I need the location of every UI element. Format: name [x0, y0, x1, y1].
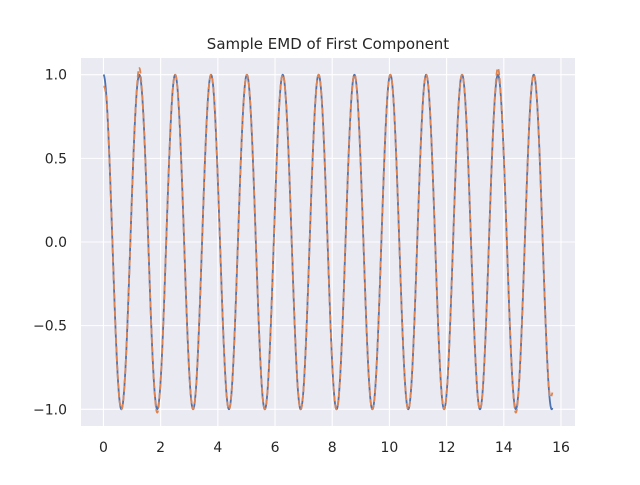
y-tick-label: −0.5 [33, 319, 67, 335]
y-tick-label: 0.5 [45, 151, 67, 167]
y-axis-ticks: −1.0 −0.5 0.0 0.5 1.0 [33, 68, 67, 419]
y-tick-label: −1.0 [33, 402, 67, 418]
x-tick-label: 10 [380, 440, 398, 456]
chart-title: Sample EMD of First Component [207, 35, 450, 53]
series-line-dashed [102, 67, 554, 414]
x-tick-label: 0 [99, 440, 108, 456]
x-tick-label: 6 [271, 440, 280, 456]
x-tick-label: 14 [495, 440, 513, 456]
series-layer [102, 67, 554, 414]
x-tick-label: 16 [552, 440, 570, 456]
x-tick-label: 8 [328, 440, 337, 456]
x-tick-label: 4 [213, 440, 222, 456]
y-tick-label: 0.0 [45, 235, 67, 251]
x-tick-label: 12 [438, 440, 456, 456]
x-axis-ticks: 0 2 4 6 8 10 12 14 16 [99, 440, 570, 456]
x-tick-label: 2 [156, 440, 165, 456]
y-tick-label: 1.0 [45, 68, 67, 84]
